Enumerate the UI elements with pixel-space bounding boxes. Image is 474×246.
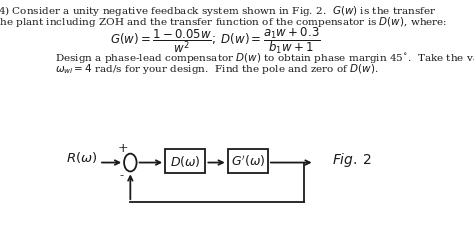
Text: +: +: [118, 142, 128, 155]
Bar: [228, 149, 268, 173]
Text: $D(\omega)$: $D(\omega)$: [170, 154, 201, 169]
Text: $\omega_{wl} = 4$ rad/s for your design.  Find the pole and zero of $D(w)$.: $\omega_{wl} = 4$ rad/s for your design.…: [55, 62, 378, 76]
Text: $G'(\omega)$: $G'(\omega)$: [230, 153, 265, 169]
Text: $G(w) = \dfrac{1-0.05w}{w^2}$$;\; D(w) = \dfrac{a_1w+0.3}{b_1w+1}$: $G(w) = \dfrac{1-0.05w}{w^2}$$;\; D(w) =…: [110, 25, 320, 56]
Text: $R(\omega)$: $R(\omega)$: [66, 150, 97, 165]
Text: $Fig.\, 2$: $Fig.\, 2$: [332, 151, 371, 169]
Bar: [165, 149, 205, 173]
Text: (4) Consider a unity negative feedback system shown in Fig. 2.  $G(w)$ is the tr: (4) Consider a unity negative feedback s…: [0, 4, 437, 18]
Text: Design a phase-lead compensator $D(w)$ to obtain phase margin 45$^{\circ}$.  Tak: Design a phase-lead compensator $D(w)$ t…: [55, 51, 474, 65]
Text: -: -: [120, 169, 124, 183]
Text: of the plant including ZOH and the transfer function of the compensator is $D(w): of the plant including ZOH and the trans…: [0, 15, 448, 29]
